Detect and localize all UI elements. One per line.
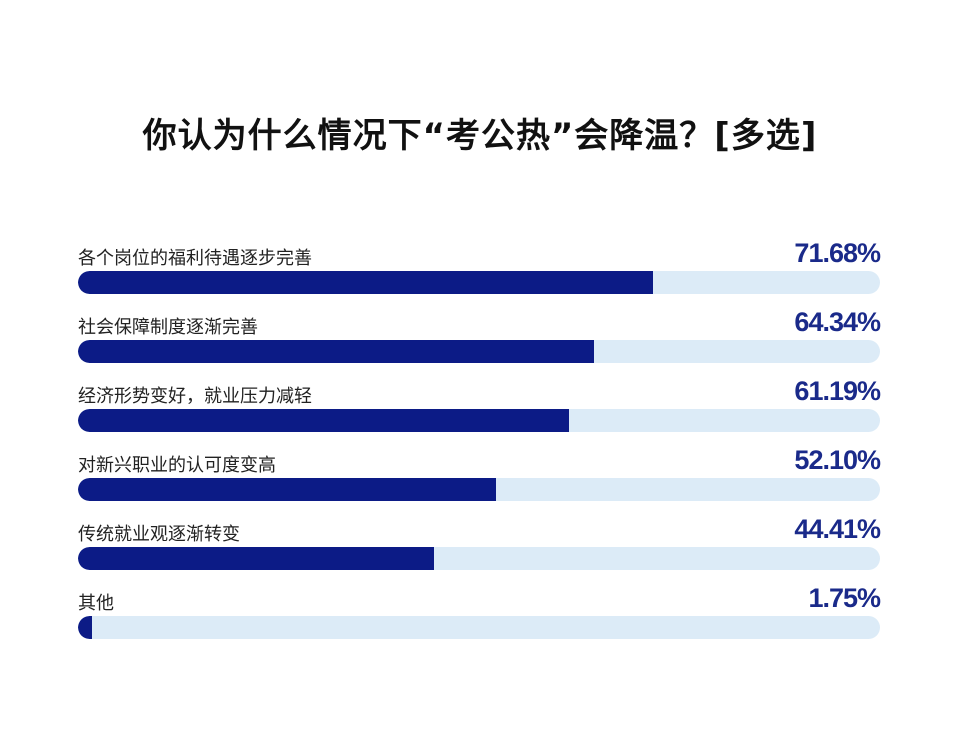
bar-label: 传统就业观逐渐转变	[78, 524, 240, 545]
bar-track	[78, 478, 880, 501]
bar-row: 对新兴职业的认可度变高 52.10%	[78, 445, 881, 514]
bar-value-label: 52.10%	[794, 445, 881, 475]
bar-row: 传统就业观逐渐转变 44.41%	[78, 514, 881, 583]
bar-fill	[78, 340, 594, 363]
bar-chart: 各个岗位的福利待遇逐步完善 71.68% 社会保障制度逐渐完善 64.34% 经…	[78, 238, 881, 652]
bar-track	[78, 271, 880, 294]
bar-label: 其他	[78, 593, 114, 614]
bar-row: 经济形势变好，就业压力减轻 61.19%	[78, 376, 881, 445]
bar-label: 经济形势变好，就业压力减轻	[78, 386, 312, 407]
bar-track	[78, 547, 880, 570]
bar-fill	[78, 616, 93, 639]
bar-value-label: 1.75%	[808, 583, 881, 613]
bar-track	[78, 409, 880, 432]
bar-label: 对新兴职业的认可度变高	[78, 455, 276, 476]
bar-value-label: 61.19%	[794, 376, 881, 406]
bar-track	[78, 340, 880, 363]
bar-row: 其他 1.75%	[78, 583, 881, 652]
bar-label: 各个岗位的福利待遇逐步完善	[78, 248, 312, 269]
bar-row: 各个岗位的福利待遇逐步完善 71.68%	[78, 238, 881, 307]
bar-fill	[78, 547, 435, 570]
bar-fill	[78, 409, 569, 432]
bar-value-label: 64.34%	[794, 307, 881, 337]
bar-row: 社会保障制度逐渐完善 64.34%	[78, 307, 881, 376]
bar-track	[78, 616, 880, 639]
bar-fill	[78, 271, 653, 294]
bar-label: 社会保障制度逐渐完善	[78, 317, 258, 338]
bar-fill	[78, 478, 496, 501]
bar-value-label: 44.41%	[794, 514, 881, 544]
bar-value-label: 71.68%	[794, 238, 881, 268]
chart-title: 你认为什么情况下“考公热”会降温？[多选]	[142, 116, 818, 156]
